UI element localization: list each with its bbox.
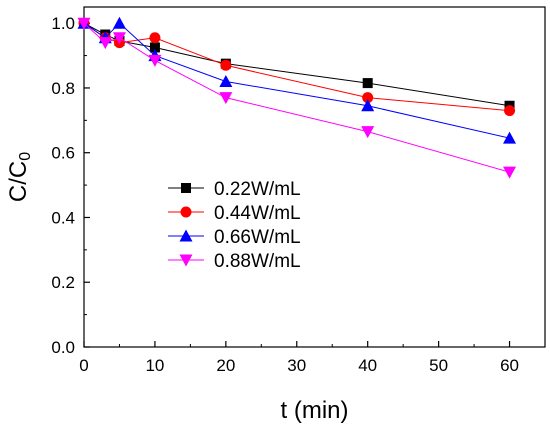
data-point xyxy=(219,92,233,105)
x-tick-label: 60 xyxy=(500,356,519,375)
x-axis-title: t (min) xyxy=(281,397,349,424)
legend-item: 0.44W/mL xyxy=(168,203,301,224)
series-4 xyxy=(77,17,517,179)
legend-item: 0.22W/mL xyxy=(168,179,301,200)
data-point xyxy=(112,16,126,29)
data-point xyxy=(504,105,516,117)
legend-label: 0.44W/mL xyxy=(214,203,301,224)
legend-item: 0.66W/mL xyxy=(168,227,301,248)
legend-item: 0.88W/mL xyxy=(168,251,301,272)
data-point xyxy=(503,166,517,179)
y-axis-title: C/C0 xyxy=(5,152,34,202)
legend: 0.22W/mL 0.44W/mL 0.66W/mL 0.88W/mL xyxy=(168,179,301,272)
y-axis: 0.0 0.2 0.4 0.6 0.8 1.0 xyxy=(51,14,90,357)
plot-border xyxy=(83,6,546,348)
data-point xyxy=(98,37,112,50)
legend-marker xyxy=(181,183,191,193)
series-line xyxy=(83,22,510,139)
data-point xyxy=(220,59,232,71)
data-point xyxy=(219,74,233,87)
x-tick-label: 50 xyxy=(429,356,448,375)
series-layer xyxy=(77,16,517,179)
x-tick-label: 0 xyxy=(79,356,88,375)
data-point xyxy=(361,126,375,139)
data-point xyxy=(362,92,374,104)
x-tick-label: 10 xyxy=(145,356,164,375)
y-tick-label: 0.4 xyxy=(51,208,75,227)
y-tick-label: 0.8 xyxy=(51,79,75,98)
series-1 xyxy=(79,18,515,111)
x-tick-label: 40 xyxy=(358,356,377,375)
data-point xyxy=(361,99,375,112)
legend-marker xyxy=(180,206,192,218)
legend-marker xyxy=(179,254,193,267)
data-point xyxy=(148,54,162,67)
series-3 xyxy=(77,16,517,144)
legend-marker xyxy=(179,229,193,242)
y-tick-label: 0.6 xyxy=(51,144,75,163)
data-point xyxy=(149,32,161,44)
legend-label: 0.88W/mL xyxy=(214,251,301,272)
legend-label: 0.66W/mL xyxy=(214,227,301,248)
data-point xyxy=(112,32,126,45)
legend-label: 0.22W/mL xyxy=(214,179,301,200)
data-point xyxy=(77,17,91,30)
y-tick-label: 0.2 xyxy=(51,273,75,292)
x-tick-label: 20 xyxy=(216,356,235,375)
series-2 xyxy=(78,17,516,117)
data-point xyxy=(149,42,160,53)
series-line xyxy=(83,22,510,173)
data-point xyxy=(503,131,517,144)
plot-frame xyxy=(83,6,546,348)
x-tick-label: 30 xyxy=(287,356,306,375)
y-tick-label: 0.0 xyxy=(51,338,75,357)
y-tick-label: 1.0 xyxy=(51,14,75,33)
x-axis: 0 10 20 30 40 50 60 xyxy=(79,341,519,375)
data-point xyxy=(362,78,373,89)
series-line xyxy=(83,22,510,112)
